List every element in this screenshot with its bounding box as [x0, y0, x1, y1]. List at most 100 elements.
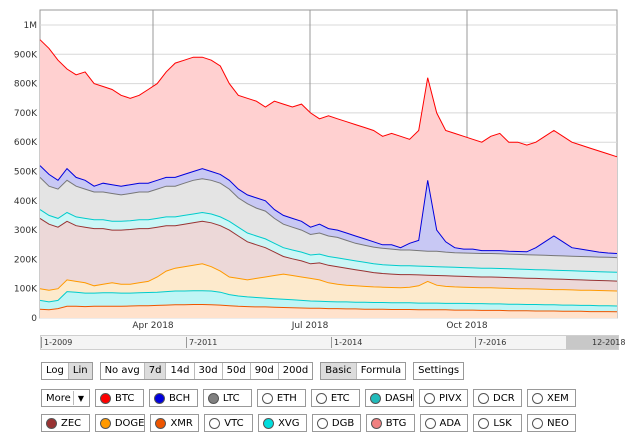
- more-label: More: [46, 392, 71, 404]
- series-line-xvg: [39, 209, 618, 273]
- formula-mode-button[interactable]: Formula: [356, 363, 406, 379]
- coin-toggle-dgb[interactable]: DGB: [311, 414, 361, 432]
- coin-toggle-bch[interactable]: BCH: [148, 389, 198, 407]
- color-dot-icon: [209, 417, 221, 429]
- coin-label: XEM: [546, 392, 569, 404]
- timeline-label: 7-2011: [186, 337, 217, 348]
- coin-toggle-eth[interactable]: ETH: [256, 389, 306, 407]
- series-line-xvg-lower: [39, 290, 618, 307]
- y-tick-label: 0: [31, 314, 37, 324]
- coin-toggle-btg[interactable]: BTG: [365, 414, 415, 432]
- coin-label: DASH: [384, 392, 414, 404]
- coin-label: PIVX: [439, 392, 462, 404]
- coin-label: BTG: [385, 417, 407, 429]
- controls-toolbar: Log Lin No avg 7d 14d 30d 50d 90d 200d B…: [41, 362, 471, 380]
- coin-toggle-zec[interactable]: ZEC: [41, 414, 90, 432]
- series-line-btc: [39, 39, 618, 158]
- avg-200d-button[interactable]: 200d: [278, 363, 313, 379]
- coin-selector: More ▼ BTC BCH LTC ETH ETC DASH PIVX DCR XEM ZEC…: [41, 389, 581, 439]
- color-dot-icon: [207, 392, 219, 404]
- coin-toggle-ada[interactable]: ADA: [419, 414, 469, 432]
- y-tick-label: 400K: [14, 197, 38, 207]
- color-dot-icon: [370, 417, 382, 429]
- y-tick-label: 700K: [14, 109, 38, 119]
- coin-label: ETC: [330, 392, 350, 404]
- timeline-label: 1-2014: [331, 337, 362, 348]
- coin-toggle-etc[interactable]: ETC: [310, 389, 360, 407]
- series-line-zec: [39, 217, 618, 282]
- color-dot-icon: [369, 392, 381, 404]
- area-chart[interactable]: 0100K200K300K400K500K600K700K800K900K1M …: [0, 0, 638, 333]
- y-tick-label: 900K: [14, 50, 38, 60]
- coin-label: DCR: [493, 392, 515, 404]
- coin-toggle-pivx[interactable]: PIVX: [419, 389, 469, 407]
- avg-14d-button[interactable]: 14d: [166, 363, 195, 379]
- y-tick-label: 800K: [14, 80, 38, 90]
- mode-toggle: Basic Formula: [320, 362, 407, 380]
- coin-label: ETH: [276, 392, 297, 404]
- avg-50d-button[interactable]: 50d: [222, 363, 251, 379]
- coin-label: BTC: [114, 392, 135, 404]
- color-dot-icon: [531, 392, 543, 404]
- coin-label: ADA: [439, 417, 461, 429]
- scale-toggle: Log Lin: [41, 362, 93, 380]
- color-dot-icon: [478, 392, 490, 404]
- x-tick-label: Oct 2018: [446, 321, 488, 331]
- chevron-down-icon: ▼: [72, 391, 88, 405]
- average-toggle: No avg 7d 14d 30d 50d 90d 200d: [99, 362, 314, 380]
- no-avg-button[interactable]: No avg: [100, 363, 145, 379]
- y-axis: 0 100K 200K 300K 400K 500K 600K 700K 800K 900K 1M: [14, 21, 38, 324]
- avg-90d-button[interactable]: 90d: [250, 363, 279, 379]
- coin-toggle-dash[interactable]: DASH: [364, 389, 415, 407]
- timeline-navigator[interactable]: 1-2009 7-2011 1-2014 7-2016 12-2018: [40, 335, 625, 350]
- color-dot-icon: [424, 392, 436, 404]
- timeline-label: 12-2018: [592, 338, 626, 347]
- coin-label: ZEC: [61, 417, 82, 429]
- coin-label: DGB: [331, 417, 355, 429]
- coin-toggle-xmr[interactable]: XMR: [150, 414, 200, 432]
- coin-toggle-ltc[interactable]: LTC: [202, 389, 252, 407]
- timeline-range-handle[interactable]: [566, 336, 618, 349]
- coin-row: More ▼ BTC BCH LTC ETH ETC DASH PIVX DCR XEM: [41, 389, 581, 407]
- basic-mode-button[interactable]: Basic: [321, 363, 357, 379]
- y-tick-label: 200K: [14, 255, 38, 265]
- series-line-xmr: [39, 304, 618, 313]
- coin-label: DOGE: [114, 417, 145, 429]
- settings-button[interactable]: Settings: [414, 363, 464, 379]
- avg-30d-button[interactable]: 30d: [194, 363, 223, 379]
- color-dot-icon: [99, 417, 111, 429]
- x-axis: Apr 2018 Jul 2018 Oct 2018: [132, 321, 488, 331]
- y-tick-label: 500K: [14, 168, 38, 178]
- lin-scale-button[interactable]: Lin: [68, 363, 92, 379]
- coin-label: LSK: [493, 417, 512, 429]
- series-area-xmr: [40, 304, 617, 318]
- coin-toggle-vtc[interactable]: VTC: [204, 414, 254, 432]
- timeline-label: 1-2009: [41, 337, 72, 348]
- y-tick-label: 300K: [14, 226, 38, 236]
- color-dot-icon: [478, 417, 490, 429]
- color-dot-icon: [261, 392, 273, 404]
- coin-toggle-neo[interactable]: NEO: [527, 414, 576, 432]
- coin-toggle-btc[interactable]: BTC: [94, 389, 144, 407]
- series-line-doge: [39, 263, 618, 292]
- color-dot-icon: [46, 417, 57, 429]
- more-dropdown[interactable]: More ▼: [41, 389, 90, 407]
- coin-label: VTC: [224, 417, 244, 429]
- coin-label: NEO: [547, 417, 569, 429]
- color-dot-icon: [424, 417, 436, 429]
- coin-label: BCH: [168, 392, 191, 404]
- avg-7d-button[interactable]: 7d: [144, 363, 167, 379]
- coin-toggle-xem[interactable]: XEM: [526, 389, 576, 407]
- color-dot-icon: [532, 417, 544, 429]
- coin-toggle-lsk[interactable]: LSK: [473, 414, 523, 432]
- x-tick-label: Jul 2018: [291, 321, 329, 331]
- coin-toggle-dcr[interactable]: DCR: [473, 389, 522, 407]
- coin-label: XVG: [278, 417, 300, 429]
- y-tick-label: 100K: [14, 285, 38, 295]
- log-scale-button[interactable]: Log: [42, 363, 69, 379]
- coin-toggle-doge[interactable]: DOGE: [94, 414, 146, 432]
- color-dot-icon: [263, 417, 275, 429]
- series-line-bch: [39, 165, 618, 254]
- y-tick-label: 600K: [14, 138, 38, 148]
- coin-toggle-xvg[interactable]: XVG: [258, 414, 307, 432]
